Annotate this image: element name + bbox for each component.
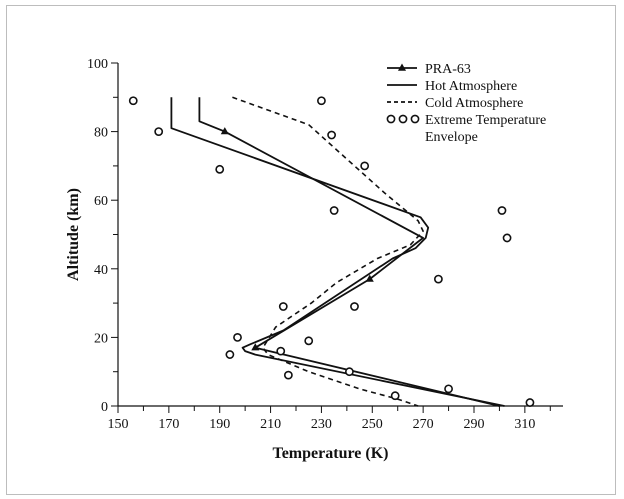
legend-label: Cold Atmosphere xyxy=(425,96,523,111)
y-tick-label: 0 xyxy=(101,400,108,415)
envelope-point xyxy=(128,96,138,106)
legend: PRA-63 Hot Atmosphere Cold Atmosphere Extre… xyxy=(386,62,546,145)
x-tick-label: 150 xyxy=(108,417,129,432)
x-tick-label: 290 xyxy=(464,417,485,432)
envelope-point xyxy=(278,302,288,311)
y-tick-label: 60 xyxy=(94,194,108,209)
envelope-point xyxy=(304,336,314,346)
pra-63-marker xyxy=(251,343,260,351)
x-tick-label: 250 xyxy=(362,417,383,432)
envelope-point xyxy=(502,233,512,243)
envelope-point xyxy=(360,161,370,171)
envelope-point xyxy=(317,96,326,106)
envelope-point xyxy=(433,274,443,284)
legend-swatch-triangle xyxy=(397,63,407,71)
legend-item: Cold Atmosphere xyxy=(387,96,523,111)
legend-item: Hot Atmosphere xyxy=(387,79,517,94)
x-tick-label: 190 xyxy=(209,417,230,432)
envelope-point xyxy=(350,302,359,311)
series-extreme-temperature-envelope xyxy=(128,96,535,407)
envelope-point xyxy=(344,367,354,377)
series-cold-atmosphere xyxy=(232,96,424,407)
series-pra-63 xyxy=(198,97,500,407)
envelope-point xyxy=(327,130,336,140)
axes: 150 170 190 210 230 250 270 290 310 0 20 40 60 80 100 xyxy=(87,57,563,432)
y-tick-label: 80 xyxy=(94,126,108,141)
envelope-point xyxy=(154,127,164,136)
envelope-point xyxy=(329,206,339,215)
legend-item: Extreme Temperature Envelope xyxy=(386,113,546,145)
x-tick-label: 170 xyxy=(158,417,179,432)
series-line xyxy=(232,96,424,407)
legend-label: PRA-63 xyxy=(425,62,471,77)
x-axis-label: Temperature (K) xyxy=(273,445,389,462)
envelope-point xyxy=(233,332,242,342)
x-tick-label: 210 xyxy=(260,417,281,432)
envelope-point xyxy=(525,398,535,407)
legend-label: Extreme Temperature Envelope xyxy=(425,113,546,145)
legend-item: PRA-63 xyxy=(387,62,471,77)
series-line xyxy=(170,97,505,407)
x-tick-label: 230 xyxy=(311,417,332,432)
envelope-point xyxy=(276,346,286,356)
series-hot-atmosphere xyxy=(170,97,505,407)
x-tick-label: 310 xyxy=(514,417,535,432)
envelope-point xyxy=(215,164,225,174)
envelope-point xyxy=(497,206,507,215)
legend-swatch-circle xyxy=(398,114,408,124)
y-axis-label: Altitude (km) xyxy=(65,188,82,281)
x-tick-label: 270 xyxy=(413,417,434,432)
y-tick-label: 100 xyxy=(87,57,108,72)
legend-swatch-circle xyxy=(410,114,420,124)
envelope-point xyxy=(444,384,453,394)
pra-63-marker xyxy=(220,127,229,135)
pra-63-marker xyxy=(365,274,374,282)
legend-swatch-circle xyxy=(386,114,396,124)
envelope-point xyxy=(390,391,400,401)
y-tick-label: 40 xyxy=(94,263,108,278)
envelope-point xyxy=(283,370,293,380)
envelope-point xyxy=(225,350,235,359)
legend-label: Hot Atmosphere xyxy=(425,79,517,94)
y-tick-label: 20 xyxy=(94,331,108,346)
chart-frame xyxy=(6,5,616,495)
series-layer xyxy=(128,96,535,407)
